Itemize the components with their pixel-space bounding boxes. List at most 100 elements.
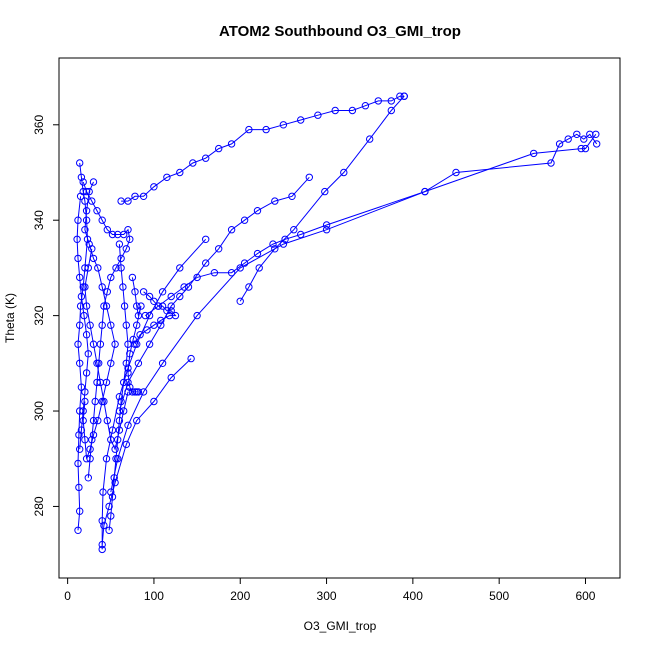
- data-point: [134, 388, 143, 396]
- data-point: [288, 192, 296, 201]
- y-axis-label: Theta (K): [3, 293, 17, 343]
- data-point: [107, 321, 115, 329]
- data-point: [126, 235, 134, 244]
- data-point: [236, 264, 244, 272]
- series-6: [98, 235, 210, 554]
- data-point: [137, 302, 145, 310]
- data-point: [76, 445, 84, 453]
- data-point: [189, 159, 197, 167]
- data-point: [421, 187, 429, 196]
- data-point: [124, 226, 132, 234]
- data-point: [131, 388, 139, 396]
- data-point: [555, 140, 564, 148]
- data-point: [74, 216, 82, 224]
- y-tick-label: 340: [32, 210, 46, 230]
- data-point: [150, 321, 158, 329]
- y-tick-label: 300: [32, 401, 46, 421]
- data-point: [236, 297, 244, 305]
- data-point: [240, 259, 249, 267]
- x-tick-label: 0: [64, 589, 71, 603]
- series-4: [115, 173, 313, 415]
- series-line: [118, 176, 310, 412]
- data-point: [84, 264, 93, 272]
- data-point: [107, 436, 115, 444]
- data-point: [210, 269, 219, 277]
- x-tick-label: 400: [403, 589, 423, 603]
- data-point: [119, 283, 127, 291]
- data-point: [84, 474, 93, 482]
- data-point: [134, 311, 143, 320]
- series-line: [77, 162, 89, 531]
- data-point: [74, 526, 82, 534]
- series-10: [124, 273, 145, 396]
- data-point: [117, 397, 125, 406]
- data-point: [143, 326, 151, 334]
- data-point: [396, 92, 404, 100]
- data-point: [530, 149, 538, 158]
- data-point: [592, 130, 600, 139]
- data-point: [93, 359, 101, 367]
- data-point: [77, 426, 86, 434]
- data-point: [167, 307, 175, 315]
- data-point: [400, 92, 408, 100]
- data-point: [158, 288, 167, 296]
- data-point: [279, 240, 288, 248]
- data-point: [167, 302, 175, 310]
- data-point: [81, 226, 89, 234]
- data-point: [91, 397, 99, 406]
- data-point: [82, 455, 91, 463]
- data-point: [593, 140, 601, 148]
- series-line: [108, 244, 129, 531]
- data-point: [111, 445, 119, 453]
- data-point: [111, 340, 119, 348]
- data-point: [76, 273, 84, 282]
- data-point: [103, 288, 112, 296]
- data-point: [79, 407, 87, 415]
- data-point: [154, 302, 163, 310]
- data-point: [112, 264, 120, 272]
- series-layer: [73, 92, 601, 554]
- data-point: [387, 106, 395, 115]
- data-point: [131, 192, 139, 201]
- data-point: [81, 436, 89, 444]
- series-line: [110, 134, 597, 493]
- data-point: [165, 311, 174, 320]
- data-point: [89, 178, 98, 186]
- series-3: [107, 130, 600, 496]
- data-point: [580, 135, 588, 143]
- data-point: [124, 378, 132, 387]
- data-point: [74, 459, 82, 468]
- data-point: [245, 125, 253, 134]
- data-point: [290, 226, 298, 234]
- data-point: [202, 259, 210, 267]
- data-point: [139, 388, 148, 396]
- data-point: [133, 321, 141, 329]
- data-point: [176, 168, 184, 177]
- data-point: [102, 455, 111, 463]
- data-point: [564, 135, 572, 143]
- data-point: [176, 292, 184, 301]
- data-point: [122, 245, 131, 253]
- data-point: [128, 273, 137, 282]
- x-tick-label: 300: [317, 589, 337, 603]
- data-point: [77, 383, 86, 391]
- data-point: [117, 197, 125, 205]
- data-point: [120, 407, 128, 415]
- data-point: [139, 192, 148, 201]
- data-point: [77, 173, 86, 182]
- data-point: [158, 359, 167, 367]
- data-point: [100, 302, 108, 310]
- data-point: [133, 416, 141, 425]
- data-point: [103, 416, 112, 425]
- data-point: [331, 106, 339, 115]
- series-12: [81, 245, 132, 453]
- data-point: [76, 507, 84, 515]
- data-point: [79, 178, 87, 186]
- data-point: [115, 416, 124, 425]
- data-point: [215, 245, 223, 253]
- data-point: [202, 235, 210, 244]
- data-point: [167, 373, 175, 382]
- data-point: [107, 359, 115, 367]
- series-14: [73, 192, 93, 453]
